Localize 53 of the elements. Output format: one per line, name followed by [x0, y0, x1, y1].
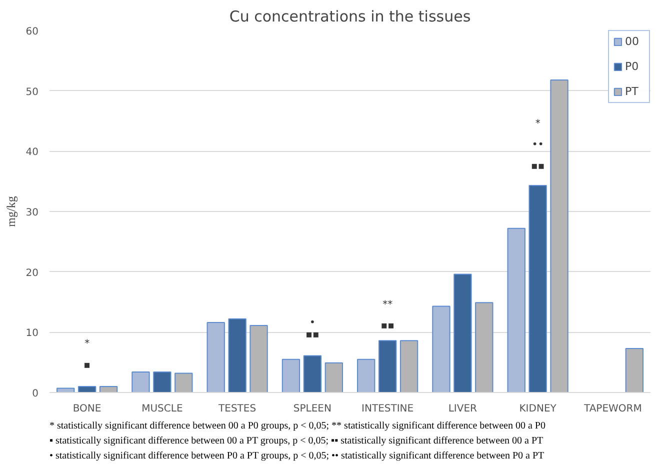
chart-title: Cu concentrations in the tissues: [229, 8, 471, 26]
bar: [303, 355, 322, 392]
bar: [528, 185, 547, 392]
bar: [132, 371, 150, 392]
annotation: ▪: [84, 360, 90, 371]
annotation: **: [382, 300, 393, 311]
x-tick-label: TAPEWORM: [583, 404, 642, 414]
y-tick-label: 50: [26, 86, 39, 98]
x-tick-label: INTESTINE: [362, 404, 414, 414]
legend-label: PT: [625, 85, 640, 98]
annotation: *: [84, 338, 90, 350]
text: ▪ statistically significant difference between 00 a PT groups, p < 0,05; ▪▪ statistically significant difference between 00 a PT: [50, 436, 544, 446]
y-axis-title: mg/kg: [4, 196, 18, 227]
x-tick-label: BONE: [72, 404, 102, 414]
x-tick-label: TESTES: [218, 404, 256, 414]
legend-label: P0: [625, 60, 640, 73]
bar: [400, 340, 418, 392]
bar: [153, 371, 172, 392]
x-tick-label: SPLEEN: [293, 404, 332, 414]
bar: [357, 358, 376, 392]
x-tick-label: LIVER: [448, 404, 478, 414]
bar: [378, 340, 397, 392]
bar: [324, 362, 343, 392]
y-tick-label: 0: [32, 388, 39, 400]
bar: [282, 358, 300, 392]
bar: [78, 386, 96, 392]
bar: [625, 348, 644, 392]
y-tick-label: 10: [26, 328, 39, 340]
y-tick-label: 60: [26, 26, 39, 38]
x-tick-label: MUSCLE: [142, 404, 183, 414]
bar: [250, 325, 268, 392]
bar: [475, 302, 494, 392]
annotation: *: [535, 118, 540, 130]
annotation: ▪▪: [306, 330, 320, 341]
y-tick-label: 20: [26, 268, 39, 279]
bar: [507, 228, 526, 392]
bar: [174, 372, 193, 392]
text: * statistically significant difference between 00 a P0 groups, p < 0,05; ** statistically significant difference between 00 a P0: [50, 420, 546, 432]
text: • statistically significant difference between P0 a PT groups, p < 0,05; •• statistically significant difference between P0 a PT: [50, 450, 544, 462]
legend-label: 00: [625, 35, 640, 48]
bar: [550, 79, 568, 392]
annotation: ••: [532, 140, 544, 151]
bar: [432, 306, 450, 392]
annotation: •: [309, 318, 316, 329]
bar: [228, 318, 246, 392]
bar: [206, 322, 225, 392]
x-tick-label: KIDNEY: [519, 404, 558, 414]
y-tick-label: 30: [26, 208, 39, 218]
y-tick-label: 40: [26, 147, 39, 158]
bar: [99, 386, 118, 392]
annotation: ▪▪: [531, 160, 545, 172]
bar: [454, 274, 472, 392]
annotation: ▪▪: [380, 320, 394, 332]
